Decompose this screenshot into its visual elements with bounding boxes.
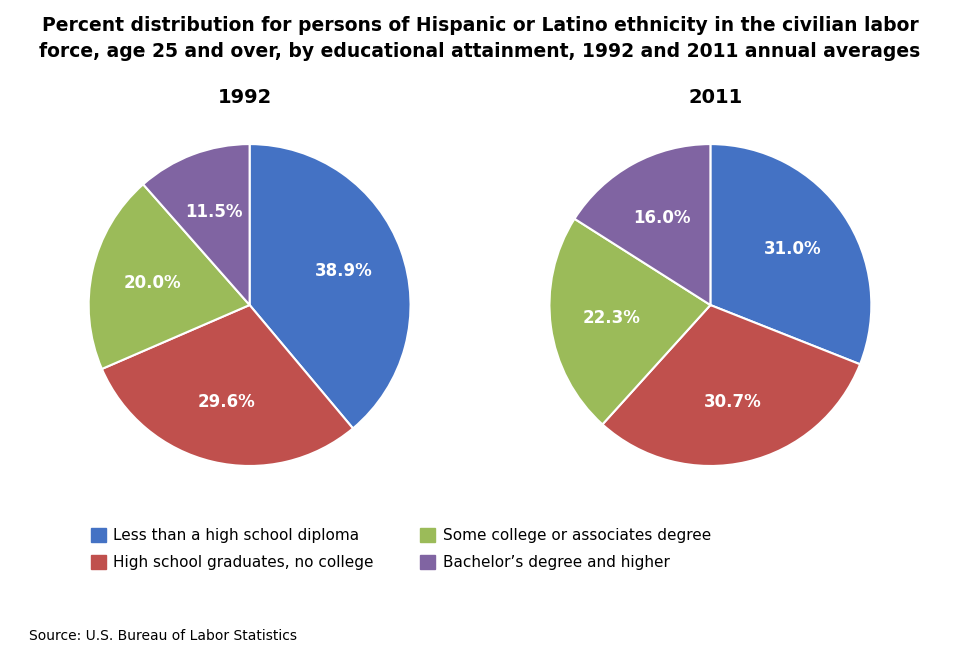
Text: 20.0%: 20.0% <box>124 275 181 292</box>
Text: Source: U.S. Bureau of Labor Statistics: Source: U.S. Bureau of Labor Statistics <box>29 628 297 643</box>
Text: 2011: 2011 <box>688 88 742 106</box>
Text: 31.0%: 31.0% <box>764 240 822 258</box>
Wedge shape <box>143 144 250 305</box>
Text: 22.3%: 22.3% <box>583 310 640 328</box>
Wedge shape <box>88 184 250 369</box>
Text: 1992: 1992 <box>218 88 272 106</box>
Wedge shape <box>710 144 872 364</box>
Text: Percent distribution for persons of Hispanic or Latino ethnicity in the civilian: Percent distribution for persons of Hisp… <box>41 16 919 35</box>
Text: 29.6%: 29.6% <box>198 393 255 411</box>
Text: force, age 25 and over, by educational attainment, 1992 and 2011 annual averages: force, age 25 and over, by educational a… <box>39 42 921 61</box>
Text: 30.7%: 30.7% <box>705 393 762 411</box>
Legend: Less than a high school diploma, High school graduates, no college, Some college: Less than a high school diploma, High sc… <box>84 522 717 576</box>
Text: 11.5%: 11.5% <box>185 202 243 221</box>
Wedge shape <box>574 144 710 305</box>
Wedge shape <box>603 305 860 466</box>
Wedge shape <box>250 144 411 428</box>
Text: 38.9%: 38.9% <box>315 262 372 280</box>
Text: 16.0%: 16.0% <box>634 208 691 227</box>
Wedge shape <box>549 219 710 424</box>
Wedge shape <box>102 305 353 466</box>
